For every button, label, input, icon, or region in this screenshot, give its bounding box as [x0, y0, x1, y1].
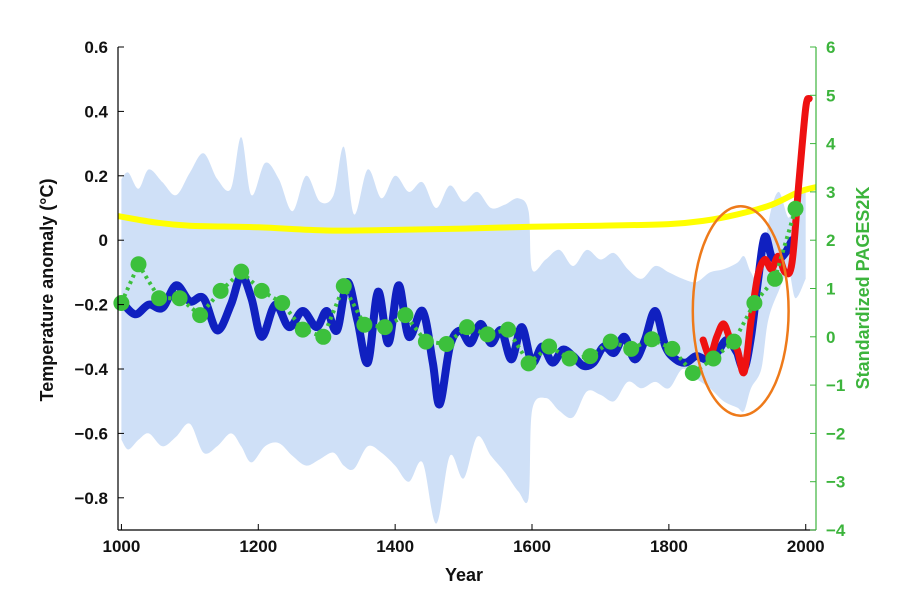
pages2k-marker	[684, 365, 701, 381]
pages2k-marker	[376, 319, 393, 336]
y2-tick-label: 6	[826, 38, 835, 57]
y-tick-label: 0.6	[84, 38, 108, 57]
pages2k-marker	[253, 282, 270, 299]
y-tick-label: −0.2	[74, 296, 108, 315]
y2-axis-title: Standardized PAGES2K	[853, 187, 873, 390]
pages2k-marker	[541, 338, 558, 355]
y2-tick-label: 2	[826, 231, 835, 250]
pages2k-marker	[520, 355, 537, 372]
pages2k-marker	[705, 350, 722, 367]
pages2k-marker	[151, 290, 168, 307]
yellow-trend-line	[118, 184, 816, 234]
pages2k-marker	[294, 321, 311, 338]
pages2k-marker	[561, 350, 578, 367]
pages2k-marker	[130, 256, 147, 273]
pages2k-marker	[500, 321, 517, 338]
pages2k-layer	[113, 200, 804, 381]
pages2k-marker	[766, 270, 783, 287]
y-tick-label: −0.6	[74, 424, 108, 443]
pages2k-marker	[787, 200, 804, 217]
pages2k-marker	[356, 316, 373, 333]
x-tick-label: 2000	[787, 537, 825, 556]
tick-labels-layer: 0.6 0.4 0.2 0 −0.2 −0.4 −0.6 −0.8 6 5 4 3 2 1 0 −1 −2 −3 −…	[74, 38, 845, 556]
pages2k-marker	[746, 295, 763, 311]
y2-tick-label: 4	[826, 135, 836, 154]
y2-tick-label: 5	[826, 86, 835, 105]
highlight-ellipse	[691, 205, 790, 417]
axes-layer	[117, 46, 817, 531]
pages2k-marker	[664, 340, 681, 357]
y-axis-title: Temperature anomaly (°C)	[37, 179, 57, 402]
pages2k-marker	[459, 319, 475, 336]
y2-tick-label: −1	[826, 376, 845, 395]
y2-tick-label: −2	[826, 424, 845, 443]
y-tick-label: 0.2	[84, 167, 108, 186]
pages2k-marker	[582, 348, 599, 365]
x-axis-title: Year	[445, 565, 483, 585]
pages2k-marker	[233, 263, 250, 280]
y-tick-label: 0	[99, 231, 108, 250]
y2-tick-label: −3	[826, 473, 845, 492]
pages2k-marker	[479, 326, 496, 343]
y-tick-label: 0.4	[84, 102, 108, 121]
pages2k-marker	[274, 295, 291, 311]
annotation-layer	[691, 205, 790, 417]
pages2k-marker	[623, 340, 640, 357]
x-tick-label: 1400	[376, 537, 414, 556]
pages2k-marker	[643, 331, 660, 348]
y2-tick-label: 0	[826, 328, 835, 347]
pages2k-marker	[171, 290, 188, 307]
pages2k-dotted-line	[119, 208, 798, 376]
x-tick-label: 1200	[239, 537, 277, 556]
x-tick-label: 1000	[103, 537, 141, 556]
pages2k-marker	[397, 307, 414, 324]
y2-tick-label: −4	[826, 521, 846, 540]
pages2k-marker	[602, 333, 619, 350]
pages2k-marker	[335, 278, 352, 295]
red-instrumental-line	[699, 95, 813, 377]
y-tick-label: −0.8	[74, 489, 108, 508]
pages2k-marker	[113, 295, 130, 311]
y-tick-label: −0.4	[74, 360, 108, 379]
pages2k-marker	[212, 282, 229, 299]
y2-tick-label: 3	[826, 183, 835, 202]
x-tick-label: 1600	[513, 537, 551, 556]
y2-tick-label: 1	[826, 280, 835, 299]
x-tick-label: 1800	[650, 537, 688, 556]
pages2k-marker	[192, 307, 209, 324]
pages2k-marker	[417, 333, 434, 350]
pages2k-marker	[438, 336, 455, 352]
pages2k-marker	[725, 333, 742, 350]
pages2k-marker	[315, 328, 332, 345]
